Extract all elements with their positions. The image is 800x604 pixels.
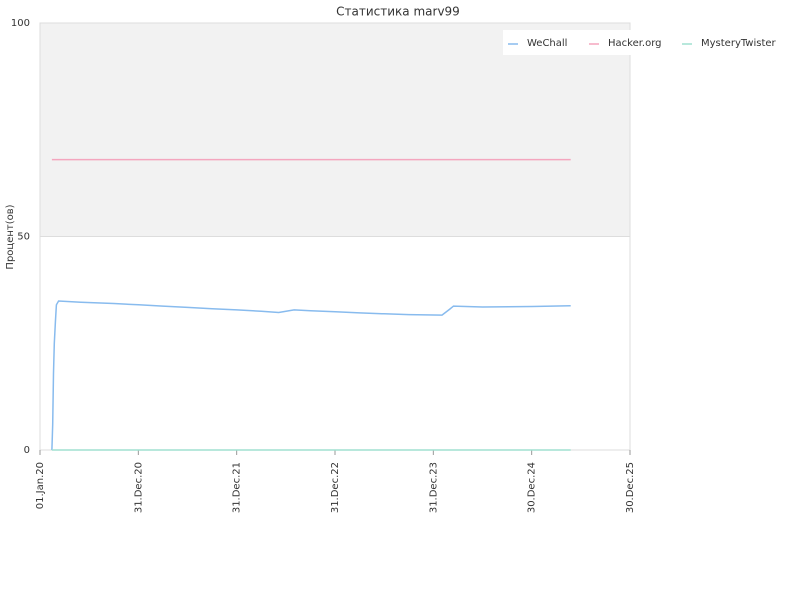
y-axis-label: Процент(ов) xyxy=(5,204,16,269)
y-tick-label: 50 xyxy=(17,232,30,243)
y-tick-label: 0 xyxy=(24,445,30,456)
x-tick-label: 31.Dec.20 xyxy=(133,462,144,513)
legend-label: MysteryTwister xyxy=(701,38,777,49)
x-tick-label: 30.Dec.25 xyxy=(625,462,636,513)
x-tick-label: 31.Dec.21 xyxy=(232,462,243,513)
legend xyxy=(503,30,790,55)
x-tick-label: 30.Dec.24 xyxy=(527,462,538,513)
y-tick-label: 100 xyxy=(11,18,30,29)
chart-title: Статистика marv99 xyxy=(336,5,460,19)
x-tick-label: 01.Jan.20 xyxy=(35,462,46,509)
plot-band xyxy=(40,23,630,237)
legend-label: Hacker.org xyxy=(608,38,662,49)
series-line xyxy=(51,300,571,451)
legend-label: WeChall xyxy=(527,38,567,49)
x-tick-label: 31.Dec.22 xyxy=(330,462,341,513)
x-tick-label: 31.Dec.23 xyxy=(428,462,439,513)
